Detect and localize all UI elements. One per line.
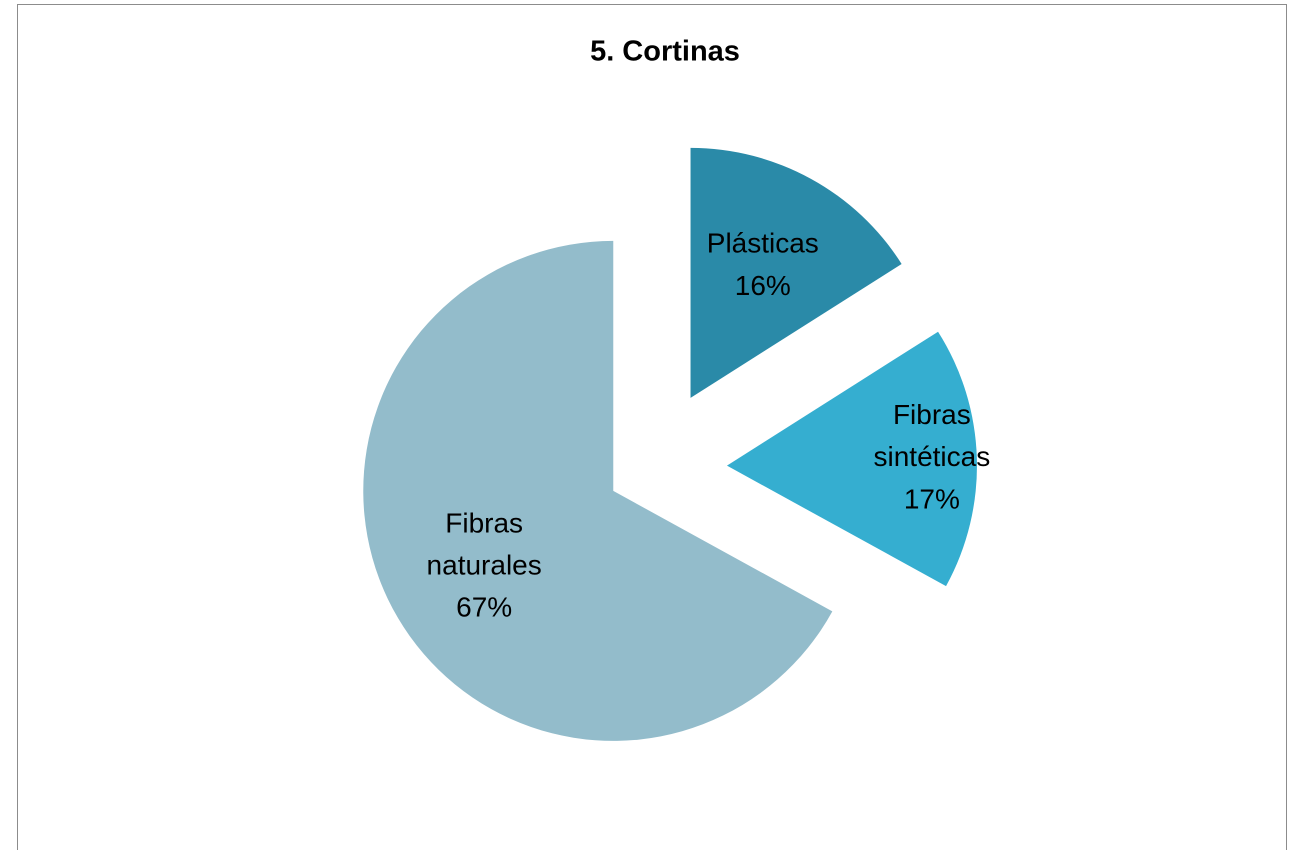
slice-value-label: 16% bbox=[735, 270, 791, 301]
chart-frame bbox=[17, 4, 1287, 855]
slice-category-label: Fibras sintéticas bbox=[874, 400, 991, 473]
slice-category-label: Fibras naturales bbox=[427, 508, 542, 581]
pie-slice bbox=[726, 331, 977, 587]
slice-value-label: 67% bbox=[456, 592, 512, 623]
slice-category-label: Plásticas bbox=[707, 228, 819, 259]
chart-title: 5. Cortinas bbox=[590, 36, 740, 68]
pie-slice bbox=[690, 147, 902, 398]
pie-slice bbox=[363, 240, 833, 741]
slice-value-label: 17% bbox=[904, 484, 960, 515]
